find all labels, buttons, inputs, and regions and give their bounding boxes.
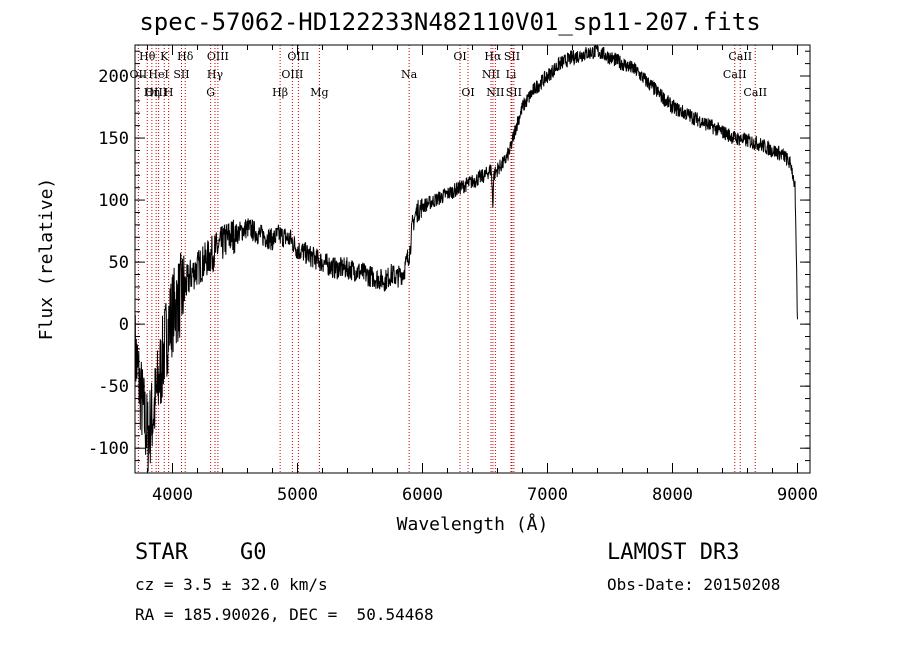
y-tick-label-3: 50 bbox=[109, 253, 129, 273]
line-label-16: Na bbox=[401, 68, 418, 81]
x-tick-label-5: 9000 bbox=[777, 485, 818, 505]
x-tick-label-1: 5000 bbox=[277, 485, 318, 505]
coordinates: RA = 185.90026, DEC = 50.54468 bbox=[135, 605, 434, 624]
y-tick-label-6: 200 bbox=[98, 67, 129, 87]
line-label-20: SII bbox=[504, 50, 520, 63]
line-label-8: Hδ bbox=[177, 50, 194, 63]
survey-name: LAMOST DR3 bbox=[607, 540, 740, 565]
line-label-22: Li bbox=[506, 68, 517, 81]
x-tick-label-4: 8000 bbox=[652, 485, 693, 505]
line-label-4: HeI bbox=[148, 68, 168, 81]
x-axis-ticks: 4000 5000 6000 7000 8000 9000 bbox=[147, 45, 818, 505]
line-label-6: SII bbox=[173, 68, 189, 81]
obs-date: Obs-Date: 20150208 bbox=[607, 575, 781, 594]
line-label-15: Mg bbox=[310, 86, 328, 99]
line-label-23: NII bbox=[486, 86, 504, 99]
line-label-2: OIII bbox=[145, 86, 167, 99]
y-tick-label-4: 100 bbox=[98, 191, 129, 211]
line-label-5: Hη bbox=[144, 86, 160, 99]
y-tick-label-0: -100 bbox=[88, 439, 129, 459]
line-label-25: CaII bbox=[728, 50, 752, 63]
emission-line-markers: Hθ OII OIII K HeI Hη SII H Hδ OIII Hγ G OIII OIII Hβ Mg… bbox=[130, 45, 767, 473]
line-label-11: G bbox=[206, 86, 215, 99]
line-label-26: CaII bbox=[723, 68, 747, 81]
y-axis-ticks: -100 -50 0 50 100 150 200 bbox=[88, 50, 810, 462]
line-label-18: OI bbox=[461, 86, 474, 99]
line-label-12: OIII bbox=[287, 50, 309, 63]
line-label-17: OI bbox=[453, 50, 466, 63]
y-axis-label: Flux (relative) bbox=[36, 178, 57, 341]
object-subclass: G0 bbox=[240, 540, 267, 565]
line-label-13: OIII bbox=[281, 68, 303, 81]
y-tick-label-1: -50 bbox=[98, 377, 129, 397]
y-tick-label-2: 0 bbox=[119, 315, 129, 335]
line-label-14: Hβ bbox=[272, 86, 288, 99]
x-axis-label: Wavelength (Å) bbox=[397, 513, 549, 535]
line-label-9: OIII bbox=[207, 50, 229, 63]
y-tick-label-5: 150 bbox=[98, 129, 129, 149]
line-label-27: CaII bbox=[743, 86, 767, 99]
line-label-0: Hθ bbox=[139, 50, 156, 63]
line-label-19: Hα bbox=[484, 50, 502, 63]
line-label-3: K bbox=[160, 50, 169, 63]
line-label-10: Hγ bbox=[207, 68, 224, 81]
line-label-24: SII bbox=[506, 86, 522, 99]
line-label-7: H bbox=[164, 86, 174, 99]
x-tick-label-2: 6000 bbox=[402, 485, 443, 505]
object-type: STAR bbox=[135, 540, 188, 565]
x-tick-label-0: 4000 bbox=[152, 485, 193, 505]
line-label-21: NII bbox=[482, 68, 500, 81]
plot-frame bbox=[134, 44, 811, 474]
line-label-1: OII bbox=[130, 68, 148, 81]
redshift-info: cz = 3.5 ± 32.0 km/s bbox=[135, 575, 328, 594]
chart-title: spec-57062-HD122233N482110V01_sp11-207.f… bbox=[139, 8, 761, 36]
flux-series-line bbox=[134, 44, 798, 472]
x-tick-label-3: 7000 bbox=[527, 485, 568, 505]
